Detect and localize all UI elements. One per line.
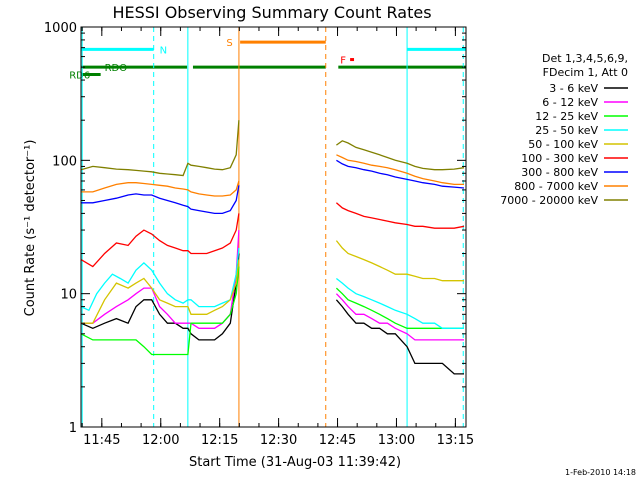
series-line-2: [80, 266, 464, 356]
legend-entry-label: 800 - 7000 keV: [514, 180, 598, 193]
flag-label-rd6: RD6: [69, 71, 90, 82]
legend-entry-label: 50 - 100 keV: [528, 138, 598, 151]
legend-entry-label: 7000 - 20000 keV: [500, 194, 598, 207]
footer-timestamp: 1-Feb-2010 14:18: [565, 468, 636, 477]
y-tick-label: 1000: [44, 21, 77, 36]
series-group: [80, 120, 465, 375]
legend-entry-label: 25 - 50 keV: [535, 124, 598, 137]
flag-label-s: S: [226, 38, 232, 49]
x-tick-label: 13:15: [437, 433, 474, 448]
y-tick-label: 100: [52, 154, 77, 169]
observing-flags: N S F RDO RD6: [69, 38, 466, 82]
x-tick-label: 12:15: [201, 433, 238, 448]
series-line-1: [81, 230, 464, 341]
legend-entry-label: 6 - 12 keV: [542, 96, 598, 109]
y-axis-label: Count Rate (s⁻¹ detector⁻¹): [23, 140, 38, 317]
legend-entry-label: 100 - 300 keV: [521, 152, 598, 165]
x-tick-label: 12:00: [142, 433, 179, 448]
x-tick-label: 12:30: [260, 433, 297, 448]
flag-label-rdo: RDO: [105, 63, 128, 74]
plot-frame: [80, 26, 467, 428]
series-line-5: [80, 202, 465, 268]
series-line-7: [81, 154, 464, 197]
legend-header: Det 1,3,4,5,6,9,: [542, 52, 628, 65]
y-tick-label: 10: [60, 288, 77, 303]
x-tick-label: 13:00: [378, 433, 415, 448]
series-line-4: [81, 240, 464, 324]
legend: Det 1,3,4,5,6,9,FDecim 1, Att 0 3 - 6 keV…: [500, 52, 628, 207]
y-tick-label: 1: [69, 421, 77, 436]
chart-title: HESSI Observing Summary Count Rates: [112, 3, 431, 22]
axes: 1 10 100 1000 11:45 12:00 12:15 12:30 12:45 13:00…: [44, 21, 474, 448]
series-line-6: [81, 159, 465, 215]
flag-label-n: N: [160, 45, 167, 56]
x-tick-label: 11:45: [83, 433, 120, 448]
x-tick-label: 12:45: [319, 433, 356, 448]
legend-header: FDecim 1, Att 0: [543, 66, 628, 79]
x-axis-label: Start Time (31-Aug-03 11:39:42): [189, 455, 401, 470]
legend-entry-label: 12 - 25 keV: [535, 110, 598, 123]
legend-entry-label: 3 - 6 keV: [549, 82, 598, 95]
series-line-3: [80, 247, 464, 329]
flag-label-f: F: [340, 56, 346, 67]
interval-markers: [81, 27, 464, 427]
legend-entry-label: 300 - 800 keV: [521, 166, 598, 179]
series-line-8: [80, 120, 465, 177]
